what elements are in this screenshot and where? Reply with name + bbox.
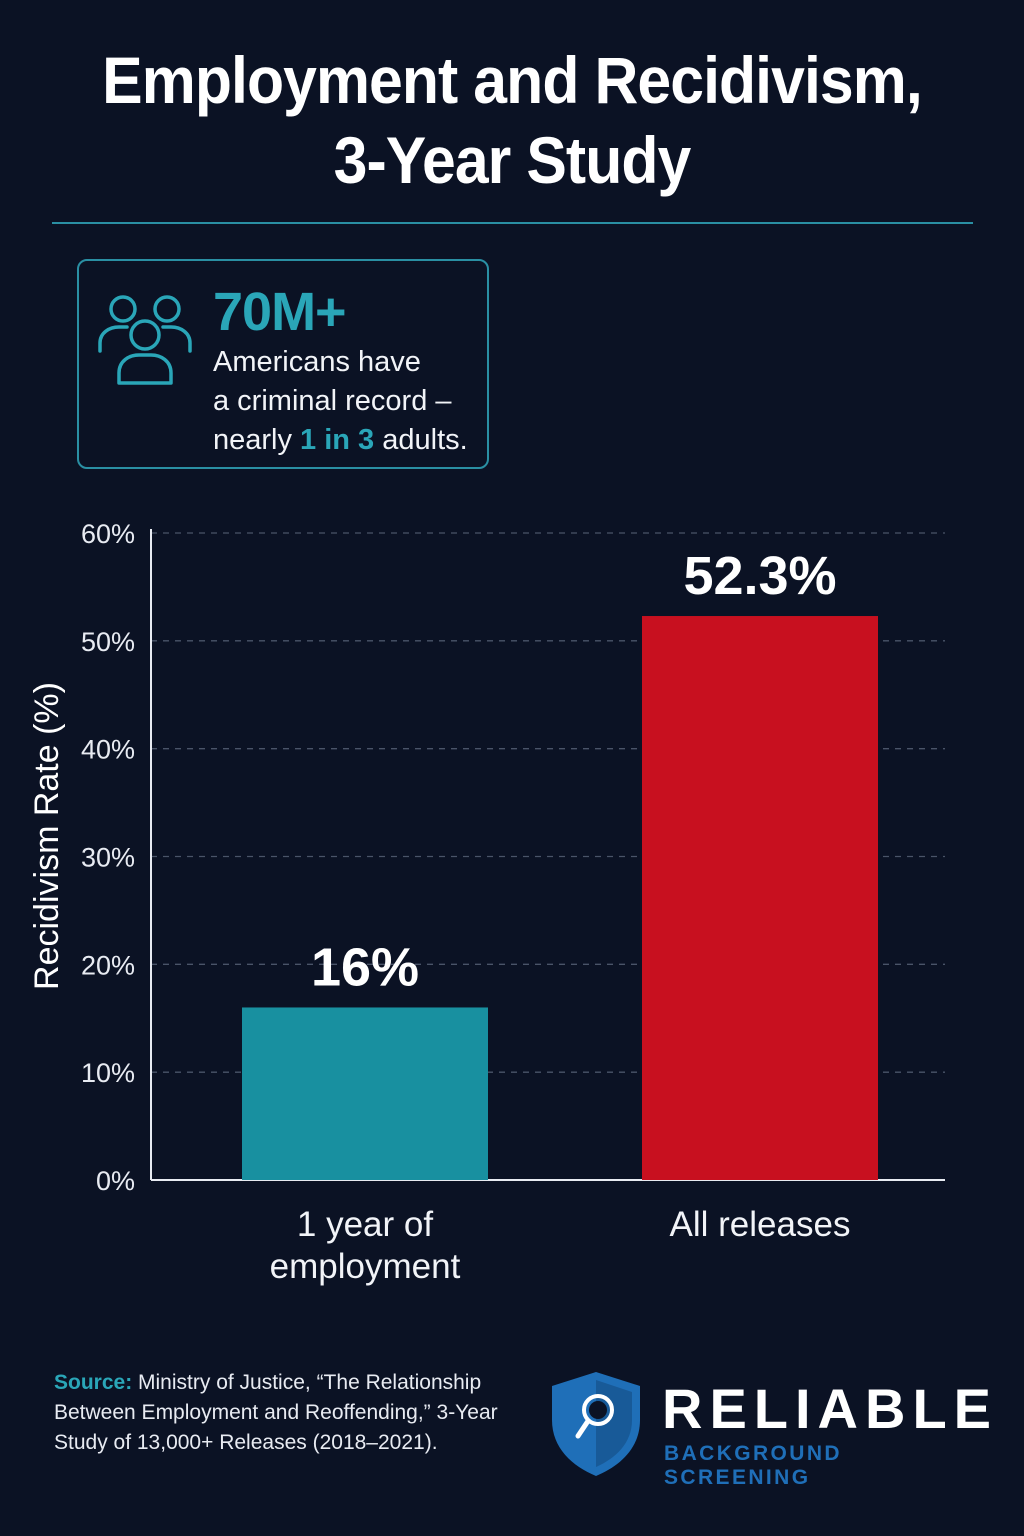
logo-wordmark: RELIABLE [662,1377,998,1440]
x-category-label: employment [270,1247,461,1286]
y-tick-label: 30% [81,843,135,873]
y-tick-label: 50% [81,627,135,657]
bar-value-label: 16% [311,937,419,997]
y-tick-label: 60% [81,519,135,549]
stat-highlight: 1 in 3 [300,424,375,456]
title-line-1: Employment and Recidivism, [102,43,923,117]
y-tick-label: 0% [96,1166,135,1196]
source-label: Source: [54,1371,133,1394]
logo-tagline: BACKGROUND SCREENING [664,1442,842,1489]
bar [642,616,878,1180]
stat-value: 70M+ [213,282,347,342]
bar-value-label: 52.3% [683,546,836,606]
magnifier-shield-icon [552,1372,640,1476]
brand-logo: RELIABLE BACKGROUND SCREENING [548,1370,991,1489]
title-divider [52,222,973,224]
bar-chart: 0% 10% 20% 30% 40% 50% 60% Recidivism Rate (%) 1… [28,519,945,1286]
stat-line-3: nearly 1 in 3 adults. [213,421,483,460]
stat-line-2: a criminal record – [213,385,452,417]
y-tick-label: 40% [81,735,135,765]
x-category-label: All releases [670,1205,851,1244]
people-group-icon [98,295,192,385]
stat-description: Americans have a criminal record – nearl… [213,343,483,460]
chart-title: Employment and Recidivism, 3-Year Study [78,40,946,200]
source-note: Source: Ministry of Justice, “The Relati… [54,1368,514,1458]
stat-line-1: Americans have [213,346,421,378]
stat-line-3-suffix: adults. [374,424,468,456]
y-tick-label: 20% [81,950,135,980]
y-axis-title: Recidivism Rate (%) [28,682,66,990]
y-tick-label: 10% [81,1058,135,1088]
stat-card: 70M+ Americans have a criminal record – … [77,259,489,469]
source-text: Ministry of Justice, “The Relationship B… [54,1371,498,1454]
stat-line-3-prefix: nearly [213,424,301,456]
title-line-2: 3-Year Study [333,123,692,197]
x-category-label: 1 year of [297,1205,433,1244]
bar [242,1007,488,1180]
